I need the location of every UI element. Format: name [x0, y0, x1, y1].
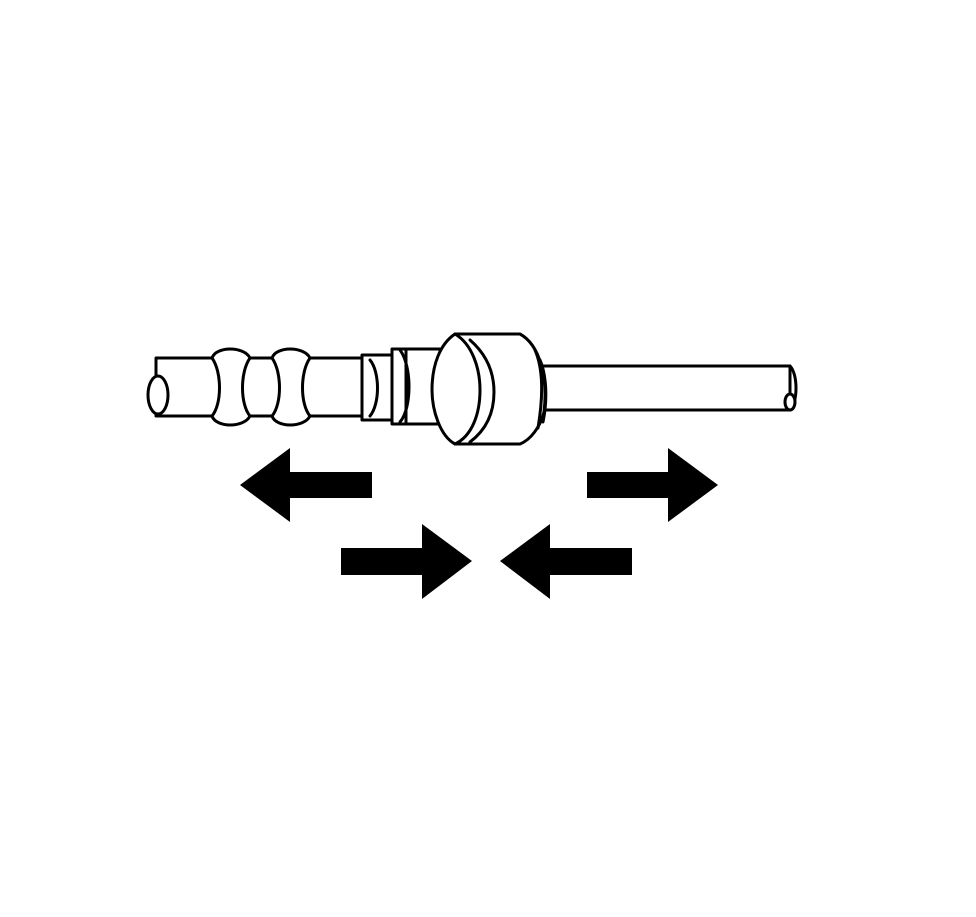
- arrow-right-icon: [341, 524, 472, 599]
- fuel-line-assembly: [146, 332, 798, 446]
- line-end-opening: [146, 374, 170, 416]
- connector-neck: [360, 347, 442, 426]
- steel-tube-right: [538, 364, 798, 412]
- motion-arrows: [240, 448, 718, 599]
- arrow-right-icon: [587, 448, 718, 522]
- arrow-left-icon: [240, 448, 372, 522]
- arrow-left-icon: [500, 524, 632, 599]
- nylon-line-left: [146, 347, 374, 427]
- quick-connect-collar: [430, 332, 548, 446]
